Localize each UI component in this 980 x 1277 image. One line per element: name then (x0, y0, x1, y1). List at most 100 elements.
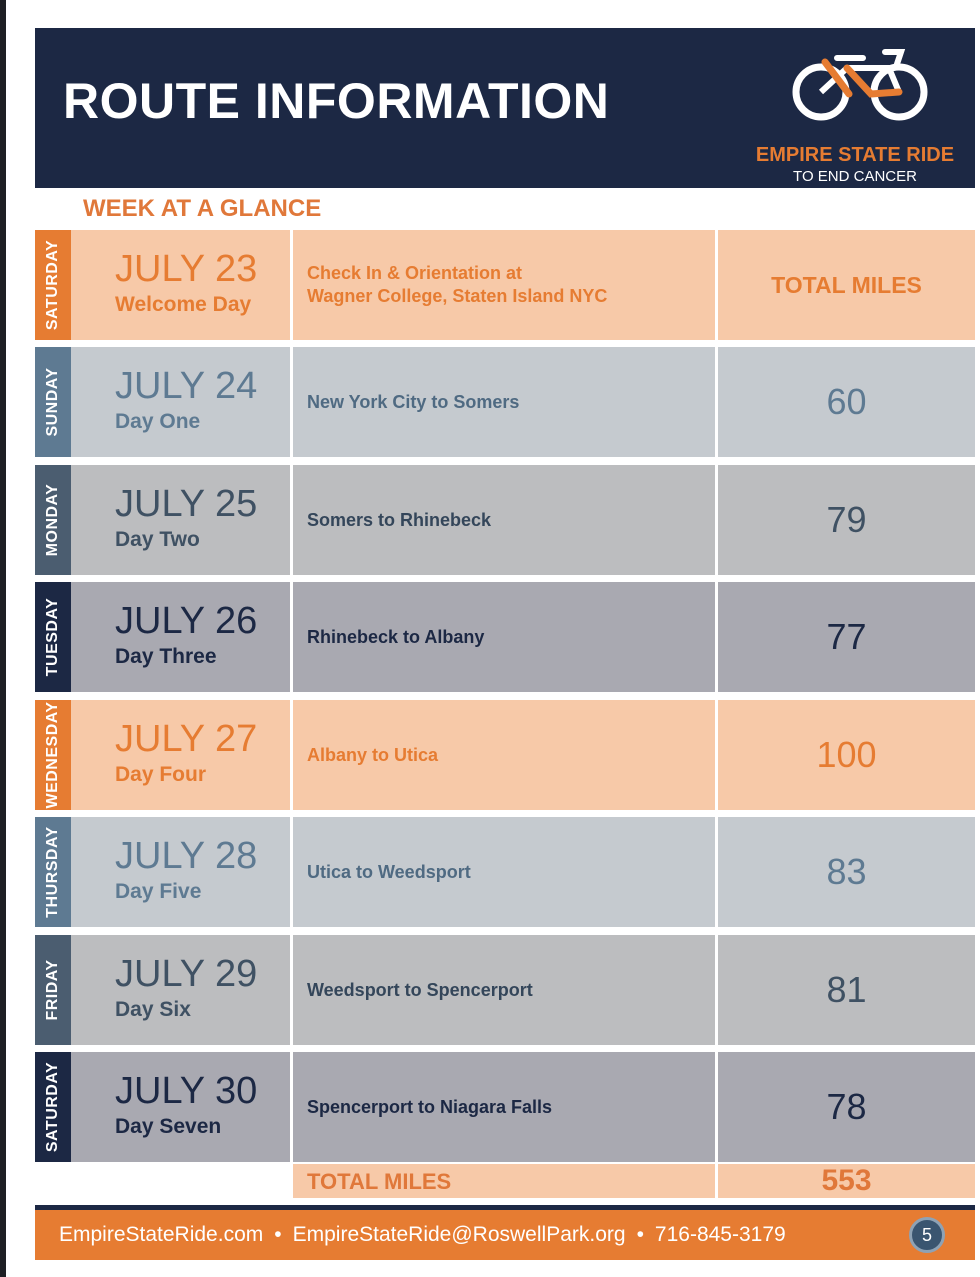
footer-bar: EmpireStateRide.com • EmpireStateRide@Rosw… (35, 1205, 975, 1260)
weekday-label: SUNDAY (44, 367, 61, 437)
weekday-label: SATURDAY (44, 239, 61, 331)
totals-label-cell: TOTAL MILES (293, 1164, 715, 1198)
day-label: Day Six (115, 998, 191, 1021)
page-number-badge: 5 (909, 1217, 945, 1253)
date-cell: JULY 28 Day Five (71, 817, 290, 927)
logo-name: EMPIRE STATE RIDE (755, 144, 955, 166)
schedule-row: WEDNESDAY JULY 27 Day Four Albany to Utica 1… (35, 700, 975, 810)
date-cell: JULY 23 Welcome Day (71, 230, 290, 340)
schedule-row: SATURDAY JULY 30 Day Seven Spencerport to N… (35, 1052, 975, 1162)
date-text: JULY 26 (115, 600, 258, 642)
weekday-tab: SATURDAY (35, 1052, 91, 1162)
miles-value: 77 (826, 616, 867, 657)
schedule-row: SATURDAY JULY 23 Welcome Day Check In & Ori… (35, 230, 975, 340)
weekday-tab: THURSDAY (35, 817, 91, 927)
weekday-label: SATURDAY (44, 1061, 61, 1153)
route-cell: Check In & Orientation at Wagner College… (293, 230, 715, 340)
schedule-row: FRIDAY JULY 29 Day Six Weedsport to Spencer… (35, 935, 975, 1045)
route-cell: Weedsport to Spencerport (293, 935, 715, 1045)
route-text: Albany to Utica (307, 744, 439, 765)
weekday-tab: SATURDAY (35, 230, 91, 340)
miles-value: 83 (826, 851, 867, 892)
totals-value: 553 (718, 1164, 975, 1198)
date-text: JULY 25 (115, 483, 258, 525)
route-text: Somers to Rhinebeck (307, 509, 492, 530)
schedule-row: MONDAY JULY 25 Day Two Somers to Rhinebeck 7… (35, 465, 975, 575)
logo: EMPIRE STATE RIDE TO END CANCER (755, 44, 955, 185)
date-text: JULY 28 (115, 835, 258, 877)
totals-row: TOTAL MILES 553 (293, 1164, 975, 1198)
weekday-label: THURSDAY (44, 826, 61, 918)
route-cell: Somers to Rhinebeck (293, 465, 715, 575)
footer-contact: EmpireStateRide.com • EmpireStateRide@Rosw… (59, 1210, 786, 1260)
miles-cell: 78 (718, 1052, 975, 1162)
route-text: New York City to Somers (307, 391, 520, 412)
miles-value: 100 (816, 734, 877, 775)
weekday-tab: MONDAY (35, 465, 91, 575)
miles-cell: 83 (718, 817, 975, 927)
schedule-row: TUESDAY JULY 26 Day Three Rhinebeck to Alba… (35, 582, 975, 692)
date-text: JULY 29 (115, 953, 258, 995)
miles-cell: 81 (718, 935, 975, 1045)
miles-cell: TOTAL MILES (718, 230, 975, 340)
date-text: JULY 24 (115, 365, 258, 407)
weekday-label: TUESDAY (44, 597, 61, 677)
day-label: Day Seven (115, 1115, 222, 1138)
miles-cell: 60 (718, 347, 975, 457)
header-banner: ROUTE INFORMATION EMPIRE STATE RIDE TO E… (35, 28, 975, 188)
day-label: Day One (115, 410, 201, 433)
schedule-row: THURSDAY JULY 28 Day Five Utica to Weedspor… (35, 817, 975, 927)
bicycle-icon (792, 49, 928, 121)
day-label: Welcome Day (115, 293, 252, 316)
date-cell: JULY 24 Day One (71, 347, 290, 457)
weekday-tab: FRIDAY (35, 935, 91, 1045)
weekday-tab: WEDNESDAY (35, 700, 91, 810)
route-cell: Rhinebeck to Albany (293, 582, 715, 692)
day-label: Day Two (115, 528, 200, 551)
day-label: Day Five (115, 880, 202, 903)
weekday-label: MONDAY (44, 483, 61, 557)
route-cell: Utica to Weedsport (293, 817, 715, 927)
page-title: ROUTE INFORMATION (63, 73, 610, 129)
date-cell: JULY 25 Day Two (71, 465, 290, 575)
footer-email[interactable]: EmpireStateRide@RoswellPark.org (292, 1223, 626, 1246)
footer-separator: • (636, 1223, 644, 1246)
footer-website[interactable]: EmpireStateRide.com (59, 1223, 264, 1246)
route-text: Weedsport to Spencerport (307, 979, 533, 1000)
date-cell: JULY 27 Day Four (71, 700, 290, 810)
date-text: JULY 23 (115, 248, 258, 290)
date-cell: JULY 29 Day Six (71, 935, 290, 1045)
route-text: Rhinebeck to Albany (307, 626, 485, 647)
weekday-label: WEDNESDAY (44, 701, 61, 809)
route-text: Spencerport to Niagara Falls (307, 1096, 553, 1117)
footer-phone: 716-845-3179 (654, 1223, 786, 1246)
date-text: JULY 27 (115, 718, 258, 760)
totals-label: TOTAL MILES (307, 1169, 452, 1194)
miles-value: 60 (826, 381, 867, 422)
miles-value: TOTAL MILES (771, 271, 922, 298)
miles-cell: 79 (718, 465, 975, 575)
route-cell: Albany to Utica (293, 700, 715, 810)
route-cell: New York City to Somers (293, 347, 715, 457)
miles-value: 78 (826, 1086, 867, 1127)
day-label: Day Three (115, 645, 217, 668)
date-text: JULY 30 (115, 1070, 258, 1112)
route-cell: Spencerport to Niagara Falls (293, 1052, 715, 1162)
weekday-label: FRIDAY (44, 959, 61, 1021)
left-edge-bar (0, 0, 6, 1277)
miles-value: 81 (826, 969, 867, 1010)
schedule-row: SUNDAY JULY 24 Day One New York City to Som… (35, 347, 975, 457)
miles-cell: 100 (718, 700, 975, 810)
date-cell: JULY 30 Day Seven (71, 1052, 290, 1162)
section-heading: WEEK AT A GLANCE (83, 195, 322, 222)
route-text: Utica to Weedsport (307, 861, 471, 882)
weekday-tab: SUNDAY (35, 347, 91, 457)
day-label: Day Four (115, 763, 207, 786)
footer-separator: • (274, 1223, 282, 1246)
miles-cell: 77 (718, 582, 975, 692)
miles-value: 79 (826, 499, 867, 540)
logo-tagline: TO END CANCER (793, 168, 917, 185)
date-cell: JULY 26 Day Three (71, 582, 290, 692)
route-text: Check In & Orientation at Wagner College… (307, 263, 608, 306)
weekday-tab: TUESDAY (35, 582, 91, 692)
